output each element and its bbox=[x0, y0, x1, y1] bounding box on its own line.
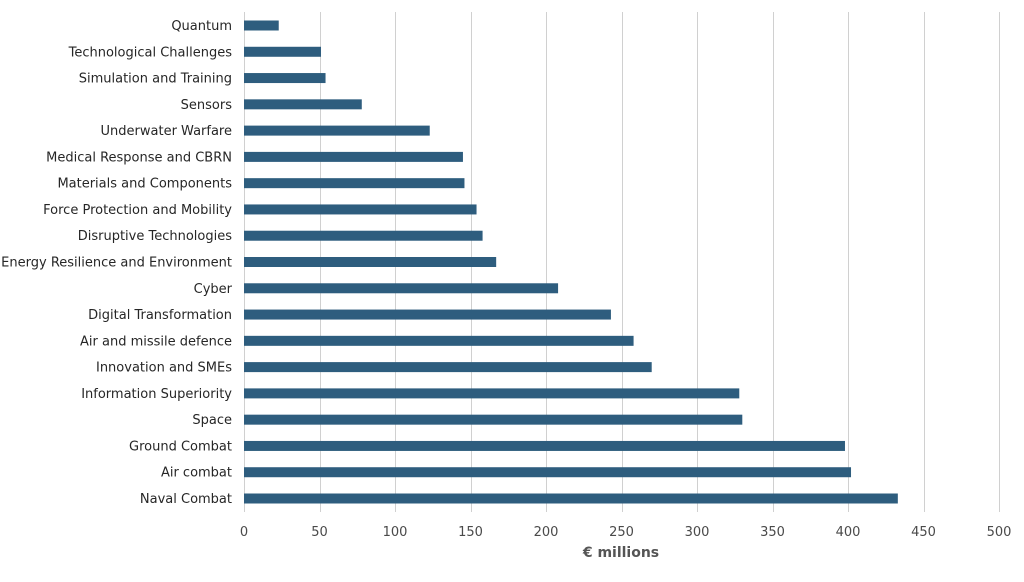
category-label: Quantum bbox=[171, 19, 232, 34]
bar bbox=[244, 204, 477, 215]
category-label: Cyber bbox=[194, 282, 233, 297]
category-label: Naval Combat bbox=[140, 492, 232, 507]
bar bbox=[244, 73, 326, 84]
category-label: Energy Resilience and Environment bbox=[1, 256, 232, 271]
x-axis-title: € millions bbox=[582, 545, 659, 561]
bars bbox=[244, 20, 898, 504]
category-label: Medical Response and CBRN bbox=[46, 150, 232, 165]
x-tick-labels: 0 50 100 150 200 250 300 350 400 450 500 bbox=[240, 525, 1012, 540]
category-label: Disruptive Technologies bbox=[78, 229, 233, 244]
category-label: Digital Transformation bbox=[88, 308, 232, 323]
bar bbox=[244, 46, 322, 57]
x-tick-label: 100 bbox=[383, 525, 408, 540]
category-label: Air and missile defence bbox=[80, 334, 232, 349]
bar bbox=[244, 230, 483, 241]
bar bbox=[244, 362, 652, 373]
x-tick-label: 300 bbox=[685, 525, 710, 540]
x-tick-label: 350 bbox=[760, 525, 785, 540]
category-label: Underwater Warfare bbox=[101, 124, 232, 139]
bar bbox=[244, 283, 559, 294]
bar bbox=[244, 309, 611, 320]
bar bbox=[244, 335, 634, 346]
gridlines bbox=[244, 12, 1000, 512]
category-label: Innovation and SMEs bbox=[96, 361, 232, 376]
bar bbox=[244, 414, 743, 425]
x-tick-label: 250 bbox=[609, 525, 634, 540]
bar bbox=[244, 151, 463, 162]
bar bbox=[244, 20, 279, 31]
category-label: Space bbox=[192, 413, 232, 428]
category-label: Materials and Components bbox=[57, 177, 232, 192]
x-tick-label: 500 bbox=[987, 525, 1012, 540]
x-tick-label: 150 bbox=[458, 525, 483, 540]
bar bbox=[244, 493, 898, 504]
category-labels: Quantum Technological Challenges Simulatio… bbox=[1, 19, 232, 507]
x-tick-label: 450 bbox=[911, 525, 936, 540]
category-label: Technological Challenges bbox=[68, 45, 233, 60]
bar bbox=[244, 99, 362, 110]
x-tick-label: 0 bbox=[240, 525, 248, 540]
category-label: Simulation and Training bbox=[79, 72, 232, 87]
bar bbox=[244, 257, 497, 267]
category-label: Air combat bbox=[161, 466, 232, 481]
bar bbox=[244, 178, 465, 189]
x-tick-label: 200 bbox=[534, 525, 559, 540]
bar bbox=[244, 467, 852, 478]
bar bbox=[244, 125, 430, 136]
x-tick-label: 50 bbox=[311, 525, 328, 540]
category-label: Ground Combat bbox=[129, 439, 232, 454]
bar bbox=[244, 388, 740, 399]
category-label: Sensors bbox=[181, 98, 233, 113]
category-label: Information Superiority bbox=[81, 387, 232, 402]
bar bbox=[244, 440, 845, 451]
x-tick-label: 400 bbox=[836, 525, 861, 540]
category-label: Force Protection and Mobility bbox=[43, 203, 232, 218]
